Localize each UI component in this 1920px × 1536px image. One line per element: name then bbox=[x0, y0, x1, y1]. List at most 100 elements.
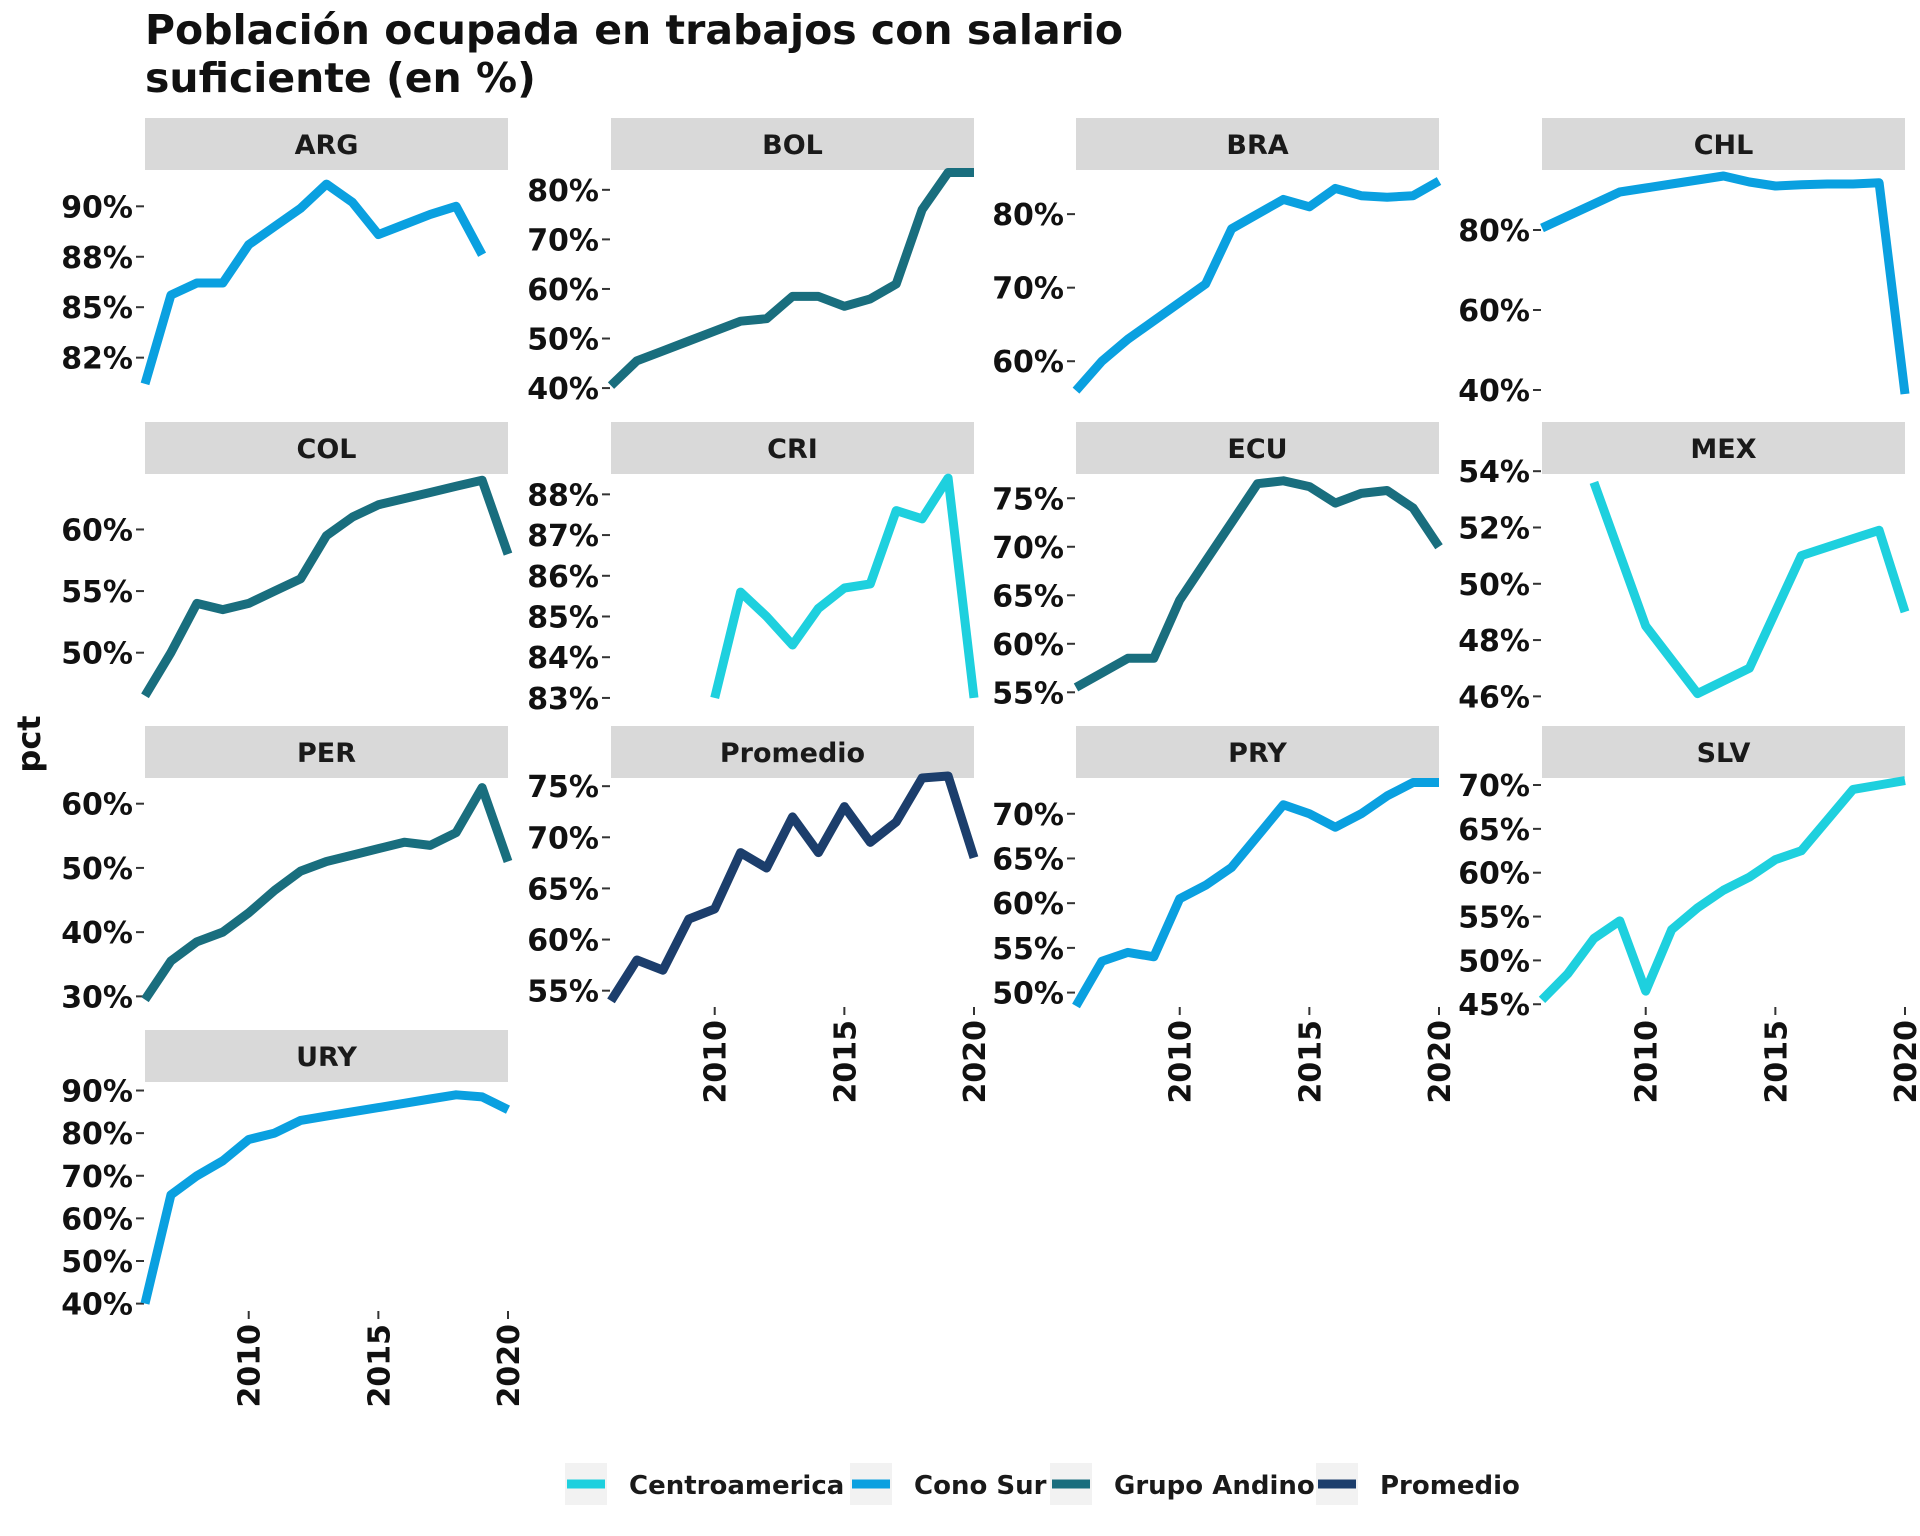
xtick-label-promedio-2: 2020 bbox=[958, 1020, 993, 1104]
ytick-label-arg-3: 90% bbox=[61, 190, 133, 225]
series-line-promedio bbox=[607, 771, 979, 1004]
strip-label-arg: ARG bbox=[295, 130, 359, 161]
ytick-label-promedio-2: 65% bbox=[527, 872, 599, 907]
series-line-cri bbox=[710, 473, 979, 699]
strip-label-pry: PRY bbox=[1228, 738, 1287, 769]
ytick-label-slv-5: 70% bbox=[1458, 769, 1530, 804]
legend-label-centroamerica: Centroamerica bbox=[629, 1471, 844, 1501]
ytick-label-ury-0: 40% bbox=[61, 1288, 133, 1323]
strip-col bbox=[145, 422, 508, 474]
xtick-label-pry-2: 2020 bbox=[1423, 1020, 1458, 1104]
ytick-label-bra-2: 80% bbox=[992, 198, 1064, 233]
ytick-label-mex-4: 54% bbox=[1458, 455, 1530, 490]
ytick-label-ecu-0: 55% bbox=[992, 676, 1064, 711]
series-line-chl bbox=[1540, 171, 1910, 395]
strip-label-bol: BOL bbox=[762, 130, 823, 161]
ytick-label-ecu-3: 70% bbox=[992, 531, 1064, 566]
xtick-label-promedio-0: 2010 bbox=[699, 1020, 734, 1104]
xtick-label-slv-2: 2020 bbox=[1889, 1020, 1920, 1104]
ytick-label-pry-2: 60% bbox=[992, 887, 1064, 922]
ytick-label-cri-0: 83% bbox=[527, 682, 599, 717]
xtick-label-pry-0: 2010 bbox=[1164, 1020, 1199, 1104]
strip-label-chl: CHL bbox=[1694, 130, 1754, 161]
ytick-label-cri-1: 84% bbox=[527, 641, 599, 676]
ytick-label-mex-0: 46% bbox=[1458, 680, 1530, 715]
ytick-label-chl-0: 40% bbox=[1458, 374, 1530, 409]
xtick-label-slv-1: 2015 bbox=[1759, 1020, 1794, 1104]
ytick-label-bol-1: 50% bbox=[527, 323, 599, 358]
strip-label-mex: MEX bbox=[1690, 434, 1756, 465]
panel-promedio: Promedio 55% 60% 65% 70% 75% 2010 2015 2020 bbox=[527, 726, 993, 1104]
ytick-label-col-2: 60% bbox=[61, 513, 133, 548]
strip-label-ury: URY bbox=[296, 1042, 357, 1073]
ytick-label-ecu-4: 75% bbox=[992, 482, 1064, 517]
chart-title-line-2: suficiente (en %) bbox=[145, 54, 536, 102]
series-line-per bbox=[141, 783, 513, 1003]
ytick-label-bra-0: 60% bbox=[992, 345, 1064, 380]
ytick-label-ecu-1: 60% bbox=[992, 628, 1064, 663]
ytick-label-arg-0: 82% bbox=[61, 342, 133, 377]
strip-slv bbox=[1542, 726, 1905, 778]
legend-label-cono-sur: Cono Sur bbox=[914, 1471, 1047, 1501]
strip-label-col: COL bbox=[297, 434, 357, 465]
legend-item-centroamerica: Centroamerica bbox=[565, 1463, 844, 1505]
panel-per: PER 30% 40% 50% 60% bbox=[61, 726, 513, 1015]
panel-bra: BRA 60% 70% 80% bbox=[992, 118, 1442, 394]
ytick-label-bol-4: 80% bbox=[527, 174, 599, 209]
ytick-label-ury-3: 70% bbox=[61, 1160, 133, 1195]
panel-ury: URY 40% 50% 60% 70% 80% 90% 2010 2015 2020 bbox=[61, 1030, 527, 1408]
ytick-label-ury-5: 90% bbox=[61, 1075, 133, 1110]
strip-label-cri: CRI bbox=[767, 434, 818, 465]
xtick-label-ury-0: 2010 bbox=[233, 1324, 268, 1408]
facet-panels: ARG 82% 85% 88% 90% BOL 40% 50% 60% 70% 80% BRA 60% 7… bbox=[61, 118, 1920, 1408]
ytick-label-bol-3: 70% bbox=[527, 223, 599, 258]
legend: Centroamerica Cono Sur Grupo Andino Promedi… bbox=[565, 1463, 1520, 1505]
xtick-label-ury-1: 2015 bbox=[362, 1324, 397, 1408]
series-line-slv bbox=[1538, 776, 1906, 1004]
panel-arg: ARG 82% 85% 88% 90% bbox=[61, 118, 508, 386]
ytick-label-cri-3: 86% bbox=[527, 560, 599, 595]
panel-ecu: ECU 55% 60% 65% 70% 75% bbox=[992, 422, 1443, 711]
series-line-pry bbox=[1072, 778, 1439, 1009]
legend-item-grupo-andino: Grupo Andino bbox=[1050, 1463, 1315, 1505]
ytick-label-pry-3: 65% bbox=[992, 842, 1064, 877]
ytick-label-pry-1: 55% bbox=[992, 932, 1064, 967]
ytick-label-col-0: 50% bbox=[61, 637, 133, 672]
ytick-label-per-2: 50% bbox=[61, 852, 133, 887]
ytick-label-slv-4: 65% bbox=[1458, 813, 1530, 848]
series-line-col bbox=[141, 475, 513, 699]
chart-title-line-1: Población ocupada en trabajos con salari… bbox=[145, 6, 1124, 54]
ytick-label-pry-0: 50% bbox=[992, 977, 1064, 1012]
ytick-label-col-1: 55% bbox=[61, 575, 133, 610]
strip-bra bbox=[1076, 118, 1439, 170]
series-line-bol bbox=[607, 168, 974, 389]
y-axis-label: pct bbox=[10, 715, 48, 772]
ytick-label-ury-4: 80% bbox=[61, 1117, 133, 1152]
ytick-label-cri-2: 85% bbox=[527, 601, 599, 636]
ytick-label-promedio-1: 60% bbox=[527, 924, 599, 959]
panel-pry: PRY 50% 55% 60% 65% 70% 2010 2015 2020 bbox=[992, 726, 1458, 1104]
ytick-label-per-1: 40% bbox=[61, 916, 133, 951]
ytick-label-slv-1: 50% bbox=[1458, 944, 1530, 979]
xtick-label-pry-1: 2015 bbox=[1293, 1020, 1328, 1104]
strip-promedio bbox=[611, 726, 974, 778]
ytick-label-bol-2: 60% bbox=[527, 273, 599, 308]
chart-title: Población ocupada en trabajos con salari… bbox=[145, 6, 1145, 102]
ytick-label-mex-2: 50% bbox=[1458, 568, 1530, 603]
ytick-label-per-0: 30% bbox=[61, 980, 133, 1015]
panel-cri: CRI 83% 84% 85% 86% 87% 88% bbox=[527, 422, 979, 717]
strip-pry bbox=[1076, 726, 1439, 778]
ytick-label-slv-2: 55% bbox=[1458, 901, 1530, 936]
series-line-ecu bbox=[1073, 476, 1443, 692]
strip-label-bra: BRA bbox=[1226, 130, 1288, 161]
series-line-mex bbox=[1589, 480, 1910, 699]
panel-bol: BOL 40% 50% 60% 70% 80% bbox=[527, 118, 974, 407]
xtick-label-slv-0: 2010 bbox=[1630, 1020, 1665, 1104]
series-line-bra bbox=[1072, 177, 1442, 394]
ytick-label-ury-1: 50% bbox=[61, 1245, 133, 1280]
ytick-label-bra-1: 70% bbox=[992, 272, 1064, 307]
panel-mex: MEX 46% 48% 50% 52% 54% bbox=[1458, 422, 1910, 715]
xtick-label-promedio-1: 2015 bbox=[828, 1020, 863, 1104]
ytick-label-chl-2: 80% bbox=[1458, 214, 1530, 249]
